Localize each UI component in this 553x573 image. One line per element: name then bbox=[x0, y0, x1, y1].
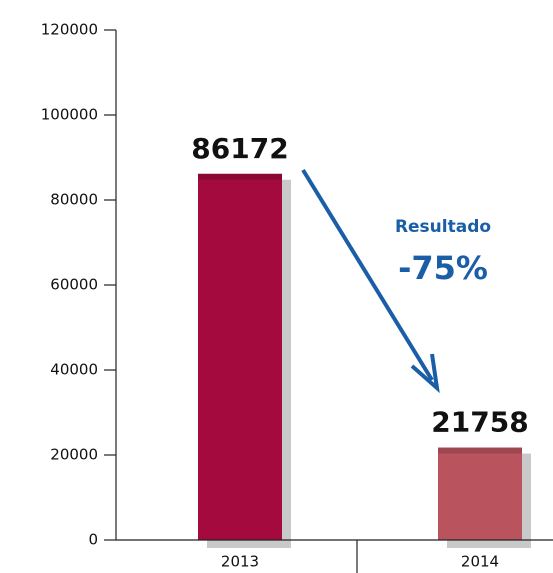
bar-top bbox=[198, 173, 282, 180]
bar bbox=[438, 447, 522, 540]
y-tick-label: 60000 bbox=[50, 276, 98, 294]
data-label: 21758 bbox=[431, 406, 528, 439]
arrow-head bbox=[410, 353, 440, 394]
bar bbox=[198, 173, 282, 541]
y-tick-label: 120000 bbox=[41, 21, 98, 39]
bar-top bbox=[438, 447, 522, 454]
data-label: 86172 bbox=[191, 132, 288, 165]
y-tick-label: 100000 bbox=[41, 106, 98, 124]
x-tick-label: 2014 bbox=[461, 553, 499, 571]
y-tick-label: 20000 bbox=[50, 446, 98, 464]
x-tick-label: 2013 bbox=[221, 553, 259, 571]
annotation-value: -75% bbox=[398, 249, 488, 287]
y-tick-label: 40000 bbox=[50, 361, 98, 379]
annotation-label: Resultado bbox=[395, 217, 491, 237]
arrow-shaft bbox=[301, 168, 434, 382]
y-tick-label: 80000 bbox=[50, 191, 98, 209]
y-tick-label: 0 bbox=[88, 531, 98, 549]
